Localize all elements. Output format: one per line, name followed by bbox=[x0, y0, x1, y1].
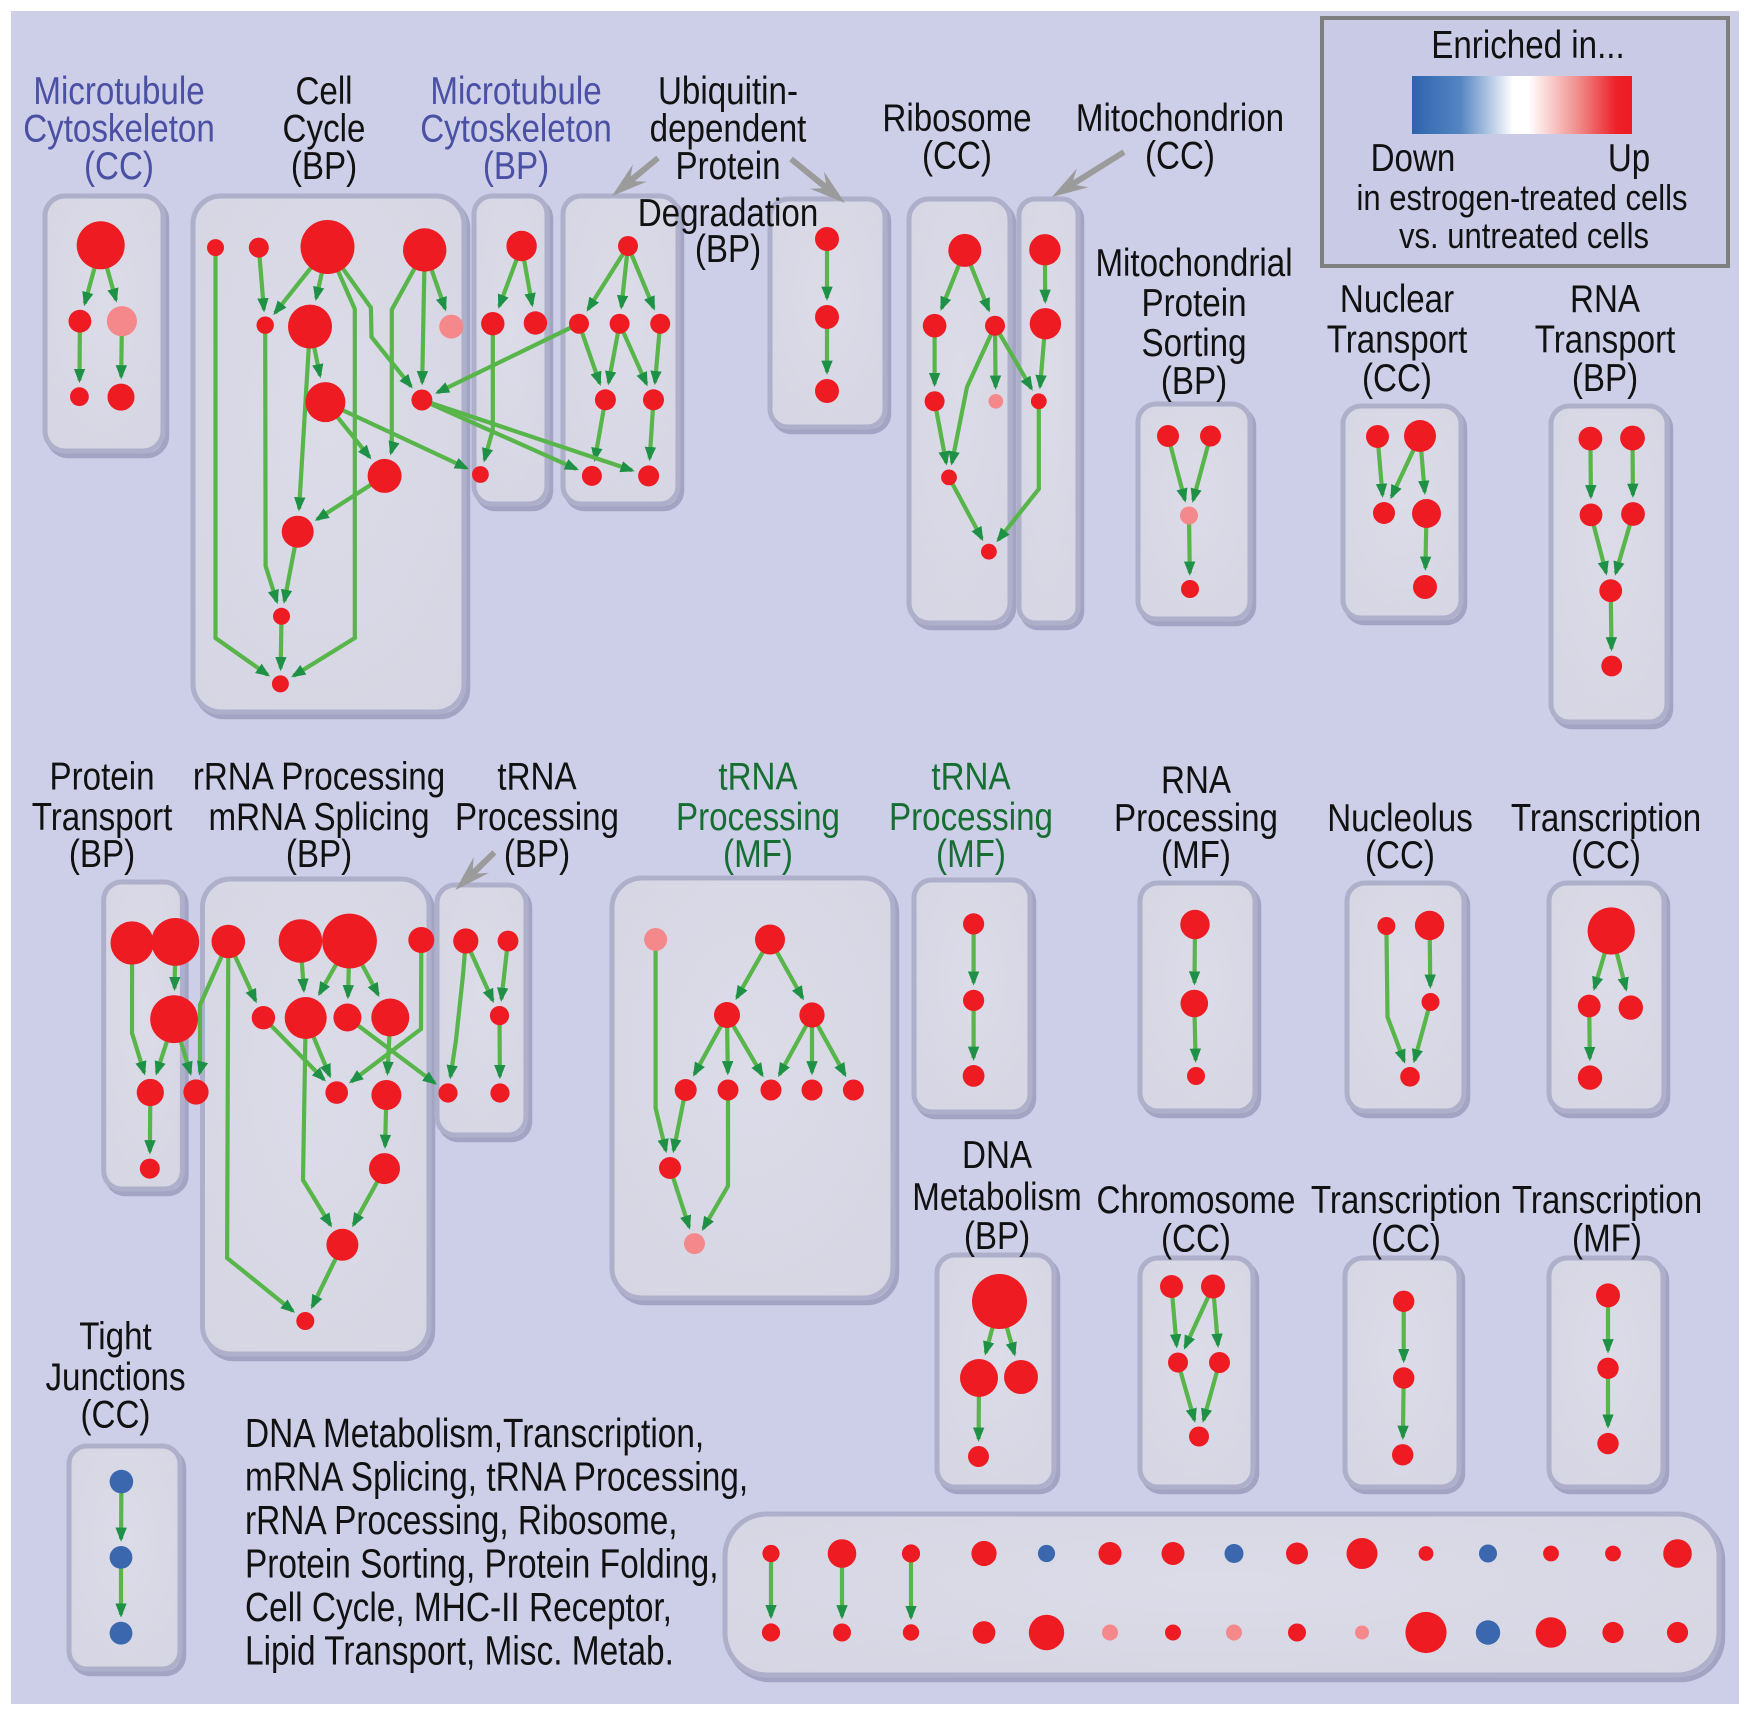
svg-text:rRNA Processing: rRNA Processing bbox=[193, 754, 445, 798]
svg-text:(CC): (CC) bbox=[1145, 133, 1215, 177]
svg-text:(BP): (BP) bbox=[69, 831, 135, 875]
svg-text:mRNA Splicing: mRNA Splicing bbox=[208, 794, 429, 838]
svg-text:Cytoskeleton: Cytoskeleton bbox=[420, 106, 612, 150]
svg-text:(MF): (MF) bbox=[1572, 1216, 1642, 1260]
svg-text:(BP): (BP) bbox=[286, 831, 352, 875]
svg-text:(CC): (CC) bbox=[1365, 832, 1435, 876]
svg-text:Transcription: Transcription bbox=[1512, 1177, 1702, 1221]
svg-text:Transport: Transport bbox=[1535, 317, 1676, 361]
svg-text:(BP): (BP) bbox=[504, 831, 570, 875]
svg-text:Protein: Protein bbox=[675, 143, 780, 187]
svg-text:rRNA Processing, Ribosome,: rRNA Processing, Ribosome, bbox=[245, 1497, 678, 1543]
svg-text:Processing: Processing bbox=[455, 794, 619, 838]
svg-text:Cycle: Cycle bbox=[283, 106, 366, 150]
svg-text:DNA: DNA bbox=[962, 1132, 1033, 1176]
svg-text:Cytoskeleton: Cytoskeleton bbox=[23, 106, 215, 150]
svg-text:RNA: RNA bbox=[1161, 757, 1232, 801]
svg-text:Metabolism: Metabolism bbox=[912, 1174, 1081, 1218]
svg-text:(CC): (CC) bbox=[1362, 355, 1432, 399]
svg-text:Transcription: Transcription bbox=[1511, 795, 1701, 839]
svg-text:Ubiquitin-: Ubiquitin- bbox=[658, 68, 798, 112]
svg-text:(MF): (MF) bbox=[723, 831, 793, 875]
svg-text:(CC): (CC) bbox=[81, 1392, 151, 1436]
svg-text:Transcription: Transcription bbox=[1311, 1177, 1501, 1221]
svg-text:(CC): (CC) bbox=[1371, 1216, 1441, 1260]
svg-text:tRNA: tRNA bbox=[497, 754, 577, 798]
svg-text:DNA Metabolism,Transcription,: DNA Metabolism,Transcription, bbox=[245, 1410, 704, 1456]
svg-text:Lipid Transport, Misc. Metab.: Lipid Transport, Misc. Metab. bbox=[245, 1627, 674, 1673]
svg-text:Sorting: Sorting bbox=[1141, 320, 1246, 364]
svg-text:Microtubule: Microtubule bbox=[430, 68, 601, 112]
svg-text:Protein Sorting, Protein Foldi: Protein Sorting, Protein Folding, bbox=[245, 1540, 719, 1586]
svg-text:(BP): (BP) bbox=[483, 143, 549, 187]
svg-text:Processing: Processing bbox=[1114, 795, 1278, 839]
svg-text:Junctions: Junctions bbox=[45, 1354, 185, 1398]
svg-text:(CC): (CC) bbox=[1161, 1216, 1231, 1260]
svg-text:Cell Cycle, MHC-II Receptor,: Cell Cycle, MHC-II Receptor, bbox=[245, 1584, 672, 1630]
svg-text:Transport: Transport bbox=[1327, 317, 1468, 361]
svg-text:in estrogen-treated cells: in estrogen-treated cells bbox=[1357, 178, 1688, 219]
svg-text:(BP): (BP) bbox=[695, 226, 761, 270]
svg-text:vs. untreated cells: vs. untreated cells bbox=[1399, 216, 1649, 257]
svg-text:Protein: Protein bbox=[1141, 280, 1246, 324]
svg-text:(BP): (BP) bbox=[1161, 358, 1227, 402]
svg-text:tRNA: tRNA bbox=[931, 754, 1011, 798]
svg-text:Nucleolus: Nucleolus bbox=[1327, 795, 1473, 839]
svg-text:Cell: Cell bbox=[295, 68, 352, 112]
svg-text:Mitochondrion: Mitochondrion bbox=[1076, 95, 1284, 139]
svg-text:Microtubule: Microtubule bbox=[33, 68, 204, 112]
svg-text:Enriched in...: Enriched in... bbox=[1431, 22, 1624, 66]
svg-text:Ribosome: Ribosome bbox=[882, 95, 1031, 139]
svg-text:dependent: dependent bbox=[650, 106, 807, 150]
svg-text:tRNA: tRNA bbox=[718, 754, 798, 798]
svg-text:Down: Down bbox=[1371, 135, 1456, 179]
svg-text:Mitochondrial: Mitochondrial bbox=[1095, 240, 1292, 284]
svg-text:(MF): (MF) bbox=[1161, 832, 1231, 876]
svg-text:(CC): (CC) bbox=[922, 133, 992, 177]
svg-text:Processing: Processing bbox=[889, 794, 1053, 838]
svg-text:RNA: RNA bbox=[1570, 276, 1641, 320]
svg-text:Tight: Tight bbox=[79, 1314, 151, 1358]
svg-text:Degradation: Degradation bbox=[638, 190, 819, 234]
svg-text:mRNA Splicing, tRNA Processing: mRNA Splicing, tRNA Processing, bbox=[245, 1453, 748, 1499]
svg-text:Chromosome: Chromosome bbox=[1097, 1177, 1296, 1221]
svg-text:(MF): (MF) bbox=[936, 831, 1006, 875]
svg-text:Transport: Transport bbox=[32, 794, 173, 838]
svg-text:Up: Up bbox=[1608, 135, 1650, 179]
svg-text:(CC): (CC) bbox=[1571, 832, 1641, 876]
svg-text:(BP): (BP) bbox=[964, 1213, 1030, 1257]
svg-text:(CC): (CC) bbox=[84, 143, 154, 187]
svg-text:Processing: Processing bbox=[676, 794, 840, 838]
svg-text:(BP): (BP) bbox=[291, 143, 357, 187]
svg-text:Protein: Protein bbox=[49, 754, 154, 798]
svg-text:Nuclear: Nuclear bbox=[1340, 276, 1454, 320]
svg-text:(BP): (BP) bbox=[1572, 355, 1638, 399]
